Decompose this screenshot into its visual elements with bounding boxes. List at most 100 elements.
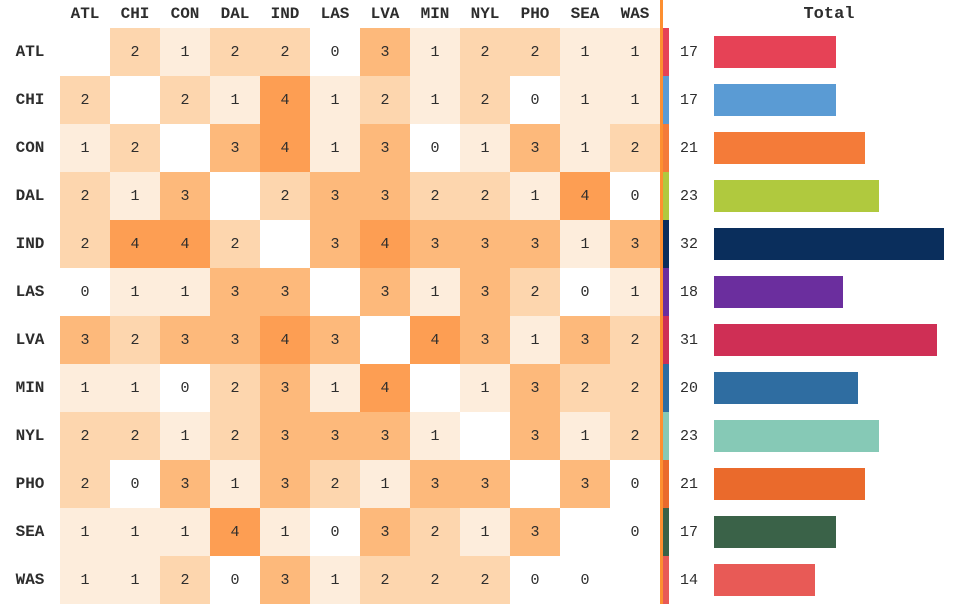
heatmap-cell: 0 <box>110 460 160 508</box>
heatmap-cell: 1 <box>310 556 360 604</box>
row-header: PHO <box>0 460 60 508</box>
heatmap-cell: 1 <box>310 76 360 124</box>
total-bar <box>714 468 865 500</box>
heatmap-cell: 1 <box>160 412 210 460</box>
heatmap-cell: 1 <box>60 556 110 604</box>
heatmap-cell: 3 <box>510 220 560 268</box>
heatmap-cell: 3 <box>360 508 410 556</box>
heatmap-cell: 2 <box>60 412 110 460</box>
heatmap-cell: 2 <box>560 364 610 412</box>
heatmap-cell: 3 <box>260 268 310 316</box>
heatmap-cell: 3 <box>310 316 360 364</box>
total-value: 23 <box>674 172 714 220</box>
heatmap-cell: 3 <box>310 172 360 220</box>
col-header: CON <box>160 5 210 23</box>
total-bar <box>714 36 836 68</box>
heatmap-cell: 3 <box>510 508 560 556</box>
heatmap-cell <box>60 28 110 76</box>
col-header: NYL <box>460 5 510 23</box>
heatmap-cell: 2 <box>110 412 160 460</box>
total-value: 18 <box>674 268 714 316</box>
bar-slot <box>714 508 944 556</box>
total-value: 21 <box>674 124 714 172</box>
heatmap-cell: 2 <box>360 556 410 604</box>
heatmap-cell <box>610 556 660 604</box>
heatmap-cell: 3 <box>60 316 110 364</box>
heatmap-cell <box>410 364 460 412</box>
heatmap-cell: 2 <box>260 28 310 76</box>
row-header: SEA <box>0 508 60 556</box>
total-bar <box>714 132 865 164</box>
row-tick <box>663 220 669 268</box>
heatmap-cell: 4 <box>160 220 210 268</box>
heatmap-cell: 3 <box>360 268 410 316</box>
heatmap-cell: 2 <box>260 172 310 220</box>
row-tick <box>663 316 669 364</box>
row-tick <box>663 28 669 76</box>
row-header: ATL <box>0 28 60 76</box>
heatmap-cell: 3 <box>360 172 410 220</box>
bar-slot <box>714 556 944 604</box>
heatmap-cell: 0 <box>610 460 660 508</box>
bar-slot <box>714 412 944 460</box>
heatmap-cell: 4 <box>260 316 310 364</box>
heatmap-cell: 3 <box>560 316 610 364</box>
heatmap-cell: 2 <box>410 172 460 220</box>
heatmap-cell: 1 <box>110 508 160 556</box>
heatmap-cell: 1 <box>560 124 610 172</box>
heatmap-cell: 3 <box>260 364 310 412</box>
row-header: LVA <box>0 316 60 364</box>
heatmap-cell: 3 <box>310 220 360 268</box>
heatmap-cell: 3 <box>410 460 460 508</box>
heatmap-cell: 0 <box>60 268 110 316</box>
heatmap-cell: 2 <box>210 364 260 412</box>
heatmap-cell: 2 <box>610 124 660 172</box>
heatmap-cell: 1 <box>110 364 160 412</box>
heatmap-cell: 2 <box>160 556 210 604</box>
row-header: CHI <box>0 76 60 124</box>
row-header: LAS <box>0 268 60 316</box>
row-header: WAS <box>0 556 60 604</box>
col-header: SEA <box>560 5 610 23</box>
heatmap-cell <box>260 220 310 268</box>
bar-slot <box>714 124 944 172</box>
heatmap-cell: 3 <box>560 460 610 508</box>
heatmap-cell: 1 <box>310 364 360 412</box>
heatmap-cell: 4 <box>360 220 410 268</box>
row-header: CON <box>0 124 60 172</box>
heatmap-cell: 4 <box>260 76 310 124</box>
heatmap-cell: 1 <box>560 220 610 268</box>
row-tick <box>663 76 669 124</box>
heatmap-cell <box>460 412 510 460</box>
heatmap-cell: 2 <box>460 28 510 76</box>
row-tick <box>663 412 669 460</box>
col-header: WAS <box>610 5 660 23</box>
heatmap-cell: 4 <box>260 124 310 172</box>
heatmap-cell: 3 <box>160 316 210 364</box>
total-bar <box>714 324 937 356</box>
heatmap-cell: 0 <box>610 172 660 220</box>
total-value: 17 <box>674 508 714 556</box>
heatmap-cell: 1 <box>610 28 660 76</box>
row-headers: ATLCHICONDALINDLASLVAMINNYLPHOSEAWAS <box>0 28 60 604</box>
total-value: 32 <box>674 220 714 268</box>
bar-slot <box>714 268 944 316</box>
row-header: IND <box>0 220 60 268</box>
totals-bars <box>714 28 944 604</box>
heatmap-grid: 2122031221122141212011123413013122132332… <box>60 28 660 604</box>
heatmap-cell: 2 <box>210 220 260 268</box>
bar-slot <box>714 316 944 364</box>
heatmap-cell: 2 <box>110 124 160 172</box>
heatmap-cell: 3 <box>160 172 210 220</box>
heatmap-cell: 1 <box>160 268 210 316</box>
heatmap-cell: 0 <box>510 556 560 604</box>
heatmap-cell: 3 <box>460 316 510 364</box>
heatmap-cell: 3 <box>360 124 410 172</box>
totals-values: 171721233218312023211714 <box>674 28 714 604</box>
heatmap-cell: 1 <box>210 460 260 508</box>
col-header: CHI <box>110 5 160 23</box>
heatmap-cell: 3 <box>510 412 560 460</box>
total-value: 14 <box>674 556 714 604</box>
heatmap-cell: 2 <box>360 76 410 124</box>
heatmap-cell: 1 <box>260 508 310 556</box>
